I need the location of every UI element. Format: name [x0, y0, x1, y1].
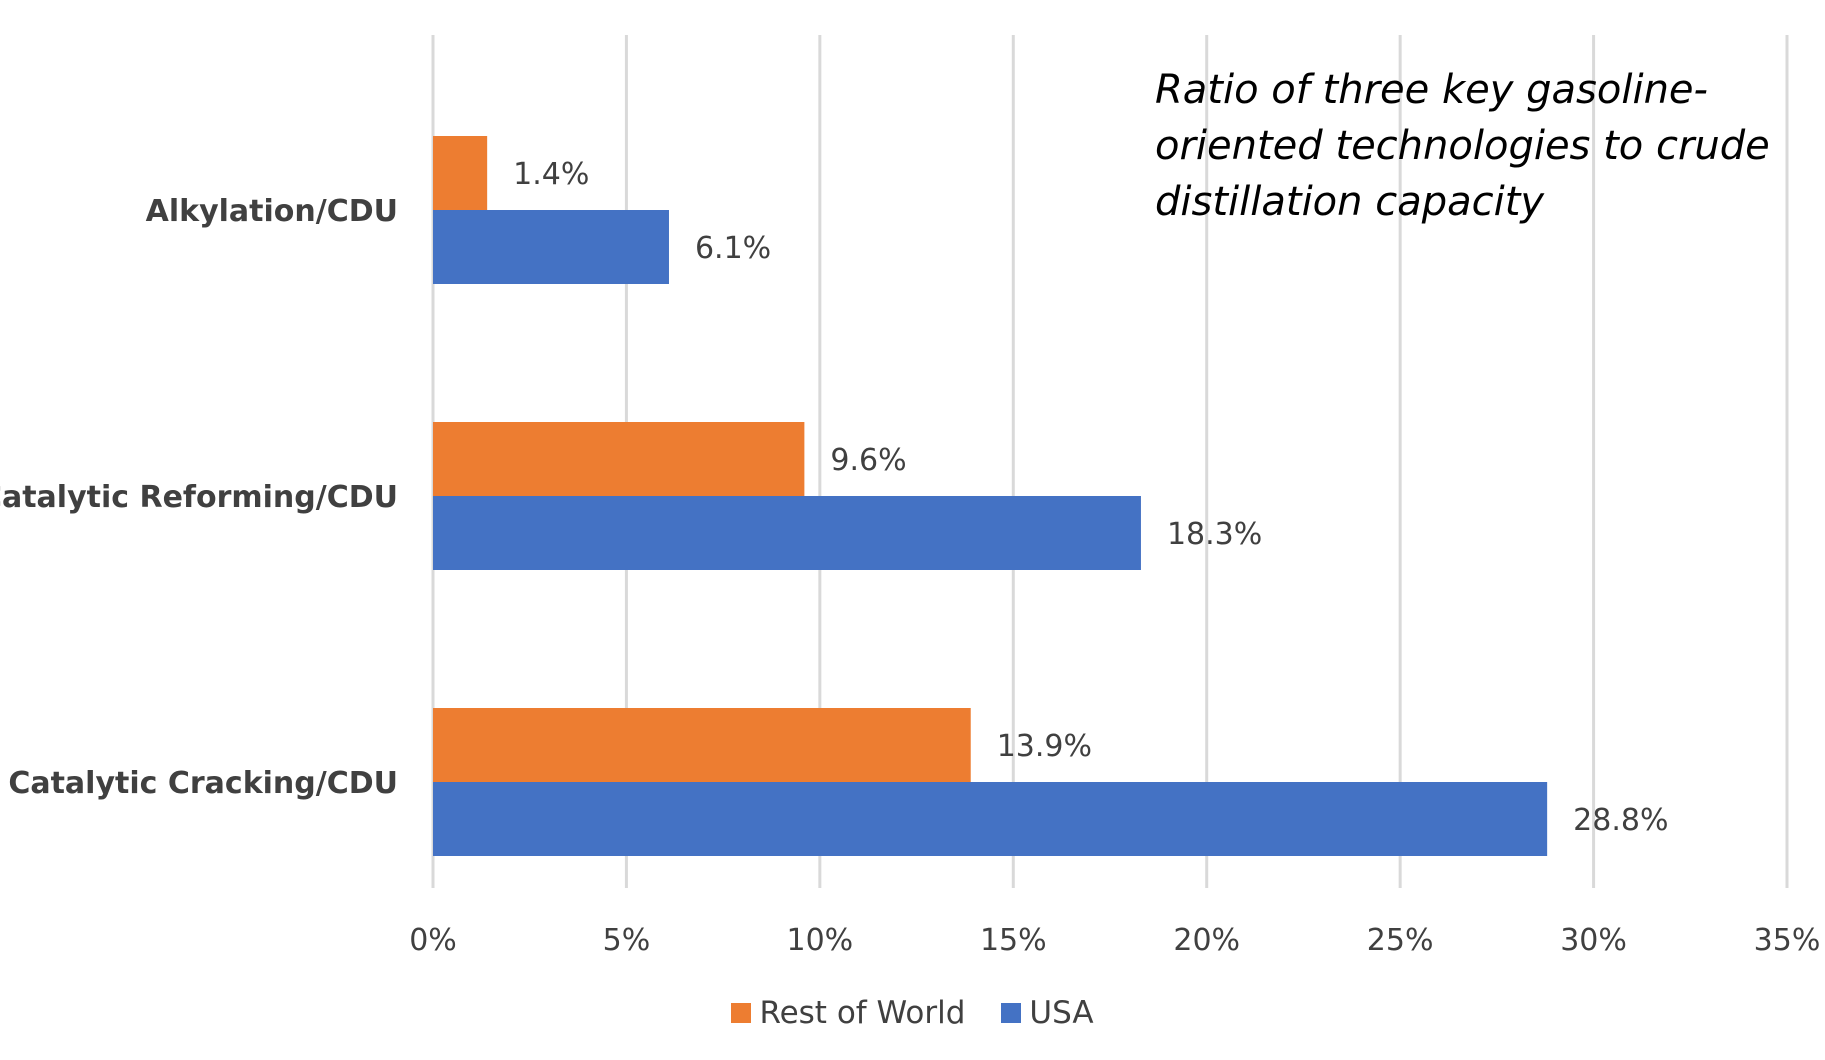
- bar-usa-catalytic-reforming-cdu: [433, 496, 1141, 570]
- category-labels: Alkylation/CDU Catalytic Reforming/CDU Cat…: [0, 194, 398, 801]
- data-label-usa-alkylation-cdu: 6.1%: [695, 231, 771, 266]
- x-tick-label-0: 0%: [409, 923, 457, 958]
- bar-rest-of-world-catalytic-reforming-cdu: [433, 422, 805, 496]
- legend-item-usa: USA: [1001, 995, 1094, 1031]
- x-tick-label-30: 30%: [1560, 923, 1627, 958]
- data-labels: 1.4% 6.1% 9.6% 18.3% 13.9% 28.8%: [513, 157, 1668, 838]
- chart-title: Ratio of three key gasoline-oriented tec…: [1155, 67, 1770, 225]
- x-tick-label-20: 20%: [1173, 923, 1240, 958]
- legend-swatch-rest-of-world: [731, 1003, 752, 1023]
- legend-item-rest-of-world: Rest of World: [731, 995, 965, 1031]
- x-axis-tick-labels: 0% 5% 10% 15% 20% 25% 30% 35%: [409, 923, 1820, 958]
- category-label-catalytic-cracking-cdu: Catalytic Cracking/CDU: [8, 766, 398, 801]
- x-tick-label-5: 5%: [603, 923, 651, 958]
- data-label-rest-of-world-catalytic-reforming-cdu: 9.6%: [830, 443, 906, 478]
- bar-rest-of-world-catalytic-cracking-cdu: [433, 708, 971, 782]
- gridlines: [431, 35, 1789, 888]
- category-label-alkylation-cdu: Alkylation/CDU: [146, 194, 398, 229]
- bar-usa-alkylation-cdu: [433, 210, 669, 284]
- x-tick-label-10: 10%: [787, 923, 854, 958]
- x-tick-label-35: 35%: [1754, 923, 1821, 958]
- data-label-rest-of-world-alkylation-cdu: 1.4%: [513, 157, 589, 192]
- data-label-rest-of-world-catalytic-cracking-cdu: 13.9%: [997, 729, 1092, 764]
- legend-swatch-usa: [1001, 1003, 1022, 1023]
- data-label-usa-catalytic-cracking-cdu: 28.8%: [1573, 803, 1668, 838]
- category-label-catalytic-reforming-cdu: Catalytic Reforming/CDU: [0, 480, 398, 515]
- legend-label-usa: USA: [1029, 995, 1094, 1031]
- bar-rest-of-world-alkylation-cdu: [433, 136, 488, 210]
- legend-label-rest-of-world: Rest of World: [759, 995, 966, 1031]
- data-label-usa-catalytic-reforming-cdu: 18.3%: [1167, 517, 1262, 552]
- x-tick-label-15: 15%: [980, 923, 1047, 958]
- legend: Rest of World USA: [0, 995, 1825, 1031]
- bars: [433, 136, 1548, 856]
- bar-usa-catalytic-cracking-cdu: [433, 782, 1548, 856]
- x-tick-label-25: 25%: [1367, 923, 1434, 958]
